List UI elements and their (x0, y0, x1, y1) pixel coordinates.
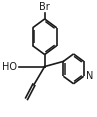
Text: Br: Br (39, 2, 50, 12)
Text: HO: HO (2, 62, 17, 72)
Text: N: N (86, 71, 93, 81)
